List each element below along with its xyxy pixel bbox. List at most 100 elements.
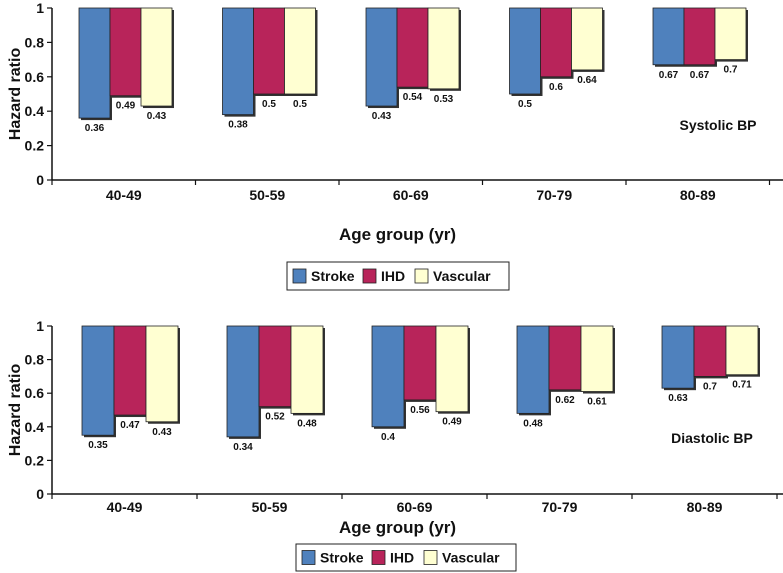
bar-ihd-50-59 [253, 7, 285, 95]
legend-swatch-stroke [301, 550, 316, 565]
x-tick-label: 60-69 [397, 499, 433, 515]
data-label: 0.67 [659, 70, 679, 81]
y-axis-title: Hazard ratio [7, 364, 24, 457]
chart-annotation: Systolic BP [679, 117, 756, 133]
data-label: 0.4 [381, 432, 395, 443]
bar-vascular-70-79 [571, 7, 603, 71]
y-tick-label: 0.4 [25, 103, 45, 119]
x-tick-label: 40-49 [107, 499, 143, 515]
legend-swatch-vascular [423, 550, 438, 565]
data-label: 0.47 [120, 420, 140, 431]
y-tick-label: 0.8 [25, 352, 45, 368]
data-label: 0.67 [690, 70, 710, 81]
bar-ihd-60-69 [403, 325, 437, 401]
data-label: 0.43 [152, 427, 172, 438]
legend-label: IHD [390, 550, 414, 566]
x-tick-label: 50-59 [249, 187, 285, 203]
legend-box [286, 261, 510, 291]
bar-ihd-70-79 [548, 325, 582, 391]
y-tick-label: 1 [36, 318, 44, 334]
bar-stroke-60-69 [365, 7, 398, 107]
y-tick-label: 0.2 [25, 452, 45, 468]
legend-swatch-ihd [371, 550, 386, 565]
y-tick-label: 0.6 [25, 385, 45, 401]
y-axis-title: Hazard ratio [7, 48, 24, 141]
legend-label: Vascular [433, 268, 491, 284]
bar-vascular-80-89 [725, 325, 759, 376]
data-label: 0.5 [262, 99, 276, 110]
x-tick-label: 80-89 [680, 187, 716, 203]
data-label: 0.7 [724, 65, 738, 76]
bar-vascular-40-49 [140, 7, 173, 107]
data-label: 0.62 [555, 395, 575, 406]
data-label: 0.49 [442, 417, 462, 428]
bar-stroke-50-59 [222, 7, 254, 116]
bar-ihd-40-49 [109, 7, 142, 97]
data-label: 0.54 [403, 92, 423, 103]
legend-box [295, 543, 517, 572]
x-tick-label: 70-79 [542, 499, 578, 515]
x-tick-label: 70-79 [536, 187, 572, 203]
bar-vascular-50-59 [290, 325, 324, 414]
x-tick-label: 80-89 [687, 499, 723, 515]
legend: Stroke IHD Vascular [286, 261, 510, 291]
x-axis-title: Age group (yr) [339, 225, 456, 244]
y-tick-label: 0.4 [25, 419, 45, 435]
x-tick-label: 50-59 [252, 499, 288, 515]
x-axis-title: Age group (yr) [339, 518, 456, 537]
legend-label: IHD [381, 268, 405, 284]
data-label: 0.53 [434, 94, 454, 105]
legend-swatch-stroke [292, 268, 307, 284]
data-label: 0.38 [228, 120, 248, 131]
bar-stroke-50-59 [226, 325, 260, 438]
legend: Stroke IHD Vascular [295, 543, 517, 572]
bar-vascular-70-79 [580, 325, 614, 392]
bar-stroke-70-79 [509, 7, 541, 95]
bar-stroke-60-69 [371, 325, 405, 428]
data-label: 0.49 [116, 101, 136, 112]
legend-label: Vascular [442, 550, 500, 566]
y-tick-label: 0.8 [25, 34, 45, 50]
data-label: 0.5 [293, 99, 307, 110]
bar-stroke-40-49 [81, 325, 115, 436]
data-label: 0.56 [410, 405, 430, 416]
data-label: 0.34 [233, 442, 253, 453]
data-label: 0.52 [265, 412, 285, 423]
bar-ihd-70-79 [540, 7, 572, 78]
chart-diastolic: 0 0.2 0.4 0.6 0.8 1 0.35 0.47 0.43 40-49 0.34 0.52 0… [7, 318, 783, 572]
bar-stroke-40-49 [78, 7, 111, 119]
legend-label: Stroke [311, 268, 355, 284]
bar-ihd-60-69 [396, 7, 429, 88]
data-label: 0.48 [297, 418, 317, 429]
x-tick-label: 60-69 [393, 187, 429, 203]
x-tick-label: 40-49 [106, 187, 142, 203]
y-tick-label: 0.6 [25, 69, 45, 85]
bar-vascular-40-49 [145, 325, 179, 423]
bar-ihd-50-59 [258, 325, 292, 408]
data-label: 0.6 [549, 82, 563, 93]
data-label: 0.43 [147, 111, 167, 122]
data-label: 0.64 [577, 75, 597, 86]
data-label: 0.35 [88, 440, 108, 451]
chart-annotation: Diastolic BP [671, 430, 753, 446]
legend-swatch-ihd [362, 268, 377, 284]
data-label: 0.7 [703, 381, 717, 392]
data-label: 0.43 [372, 111, 392, 122]
y-tick-label: 1 [36, 0, 44, 16]
data-label: 0.71 [732, 380, 752, 391]
bar-stroke-80-89 [661, 325, 695, 389]
y-tick-label: 0.2 [25, 138, 45, 154]
bar-stroke-80-89 [652, 7, 685, 66]
bar-ihd-80-89 [683, 7, 716, 66]
y-tick-label: 0 [36, 486, 44, 502]
bar-stroke-70-79 [516, 325, 550, 414]
bar-vascular-80-89 [714, 7, 747, 60]
bar-vascular-50-59 [284, 7, 316, 95]
data-label: 0.36 [85, 123, 105, 134]
chart-systolic: 0 0.2 0.4 0.6 0.8 1 0.36 0.49 0.43 40-49 0.38 0.5 0.… [7, 0, 783, 291]
data-label: 0.48 [523, 418, 543, 429]
legend-label: Stroke [320, 550, 364, 566]
bar-vascular-60-69 [435, 325, 469, 413]
bar-ihd-40-49 [113, 325, 147, 416]
